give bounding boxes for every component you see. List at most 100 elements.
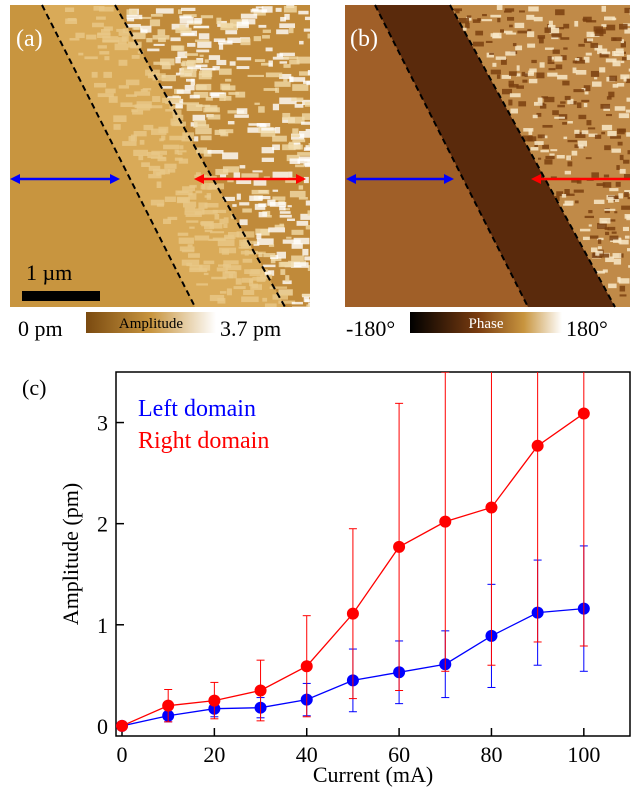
texture: [519, 10, 525, 13]
texture: [291, 134, 300, 137]
texture: [566, 155, 572, 161]
texture: [291, 301, 303, 305]
texture: [229, 61, 236, 66]
texture: [187, 244, 193, 247]
texture: [156, 181, 162, 189]
texture: [490, 69, 501, 75]
texture: [172, 45, 185, 51]
texture: [530, 147, 539, 151]
texture: [574, 58, 580, 61]
texture: [216, 17, 222, 25]
texture: [141, 162, 150, 168]
texture: [279, 223, 284, 227]
x-tick-label: 80: [480, 742, 502, 767]
texture: [508, 71, 517, 76]
texture: [607, 226, 616, 231]
texture: [303, 176, 309, 184]
texture: [190, 78, 196, 86]
texture: [223, 196, 235, 202]
texture: [274, 224, 285, 228]
texture: [486, 52, 494, 58]
texture: [126, 14, 143, 20]
texture: [304, 299, 310, 303]
texture: [219, 247, 237, 254]
texture: [496, 5, 503, 11]
texture: [229, 273, 234, 279]
texture: [118, 31, 130, 36]
texture: [65, 18, 78, 24]
texture: [272, 135, 287, 142]
texture: [133, 130, 147, 137]
texture: [219, 94, 226, 101]
x-tick-label: 20: [203, 742, 225, 767]
texture: [138, 155, 144, 161]
texture: [615, 48, 624, 54]
texture: [222, 152, 239, 160]
texture: [276, 251, 286, 259]
texture: [612, 60, 621, 67]
texture: [210, 92, 227, 98]
texture: [601, 5, 607, 12]
texture: [548, 68, 556, 71]
texture: [177, 191, 189, 194]
texture: [556, 154, 565, 159]
texture: [472, 19, 481, 23]
texture: [306, 304, 310, 307]
texture: [148, 174, 162, 179]
texture: [526, 31, 535, 38]
texture: [224, 271, 236, 274]
texture: [547, 24, 556, 30]
texture: [187, 65, 202, 70]
texture: [307, 69, 310, 76]
texture: [150, 13, 163, 17]
texture: [603, 174, 610, 178]
data-point: [439, 515, 452, 528]
texture: [527, 28, 532, 32]
texture: [618, 278, 630, 284]
texture: [288, 116, 305, 124]
texture: [613, 258, 622, 265]
texture: [610, 135, 622, 139]
texture: [272, 56, 289, 60]
texture: [174, 120, 183, 126]
texture: [289, 190, 306, 198]
texture: [290, 262, 309, 268]
texture: [250, 284, 263, 290]
texture: [120, 102, 133, 107]
texture: [289, 77, 306, 82]
texture: [228, 232, 240, 238]
texture: [283, 208, 291, 211]
texture: [114, 43, 129, 51]
y-tick-label: 1: [97, 613, 108, 638]
texture: [301, 113, 310, 120]
texture: [574, 59, 586, 64]
texture: [219, 291, 227, 294]
texture: [153, 43, 165, 46]
texture: [307, 210, 310, 216]
texture: [275, 7, 282, 12]
texture: [588, 224, 592, 227]
texture: [152, 35, 170, 40]
texture: [594, 134, 602, 139]
texture: [588, 210, 593, 214]
texture: [599, 253, 610, 258]
texture: [614, 51, 625, 57]
texture: [181, 138, 195, 142]
texture: [529, 68, 537, 73]
texture: [539, 103, 547, 109]
texture: [599, 67, 606, 73]
texture: [255, 6, 264, 9]
texture: [117, 37, 127, 45]
texture: [282, 280, 292, 285]
texture: [230, 215, 236, 219]
texture: [485, 40, 493, 43]
texture: [209, 222, 223, 229]
texture: [563, 136, 568, 140]
texture: [185, 214, 202, 217]
legend-entry: Right domain: [138, 428, 269, 454]
texture: [608, 196, 614, 203]
texture: [241, 173, 259, 178]
data-point: [162, 699, 175, 712]
data-point: [254, 684, 267, 697]
